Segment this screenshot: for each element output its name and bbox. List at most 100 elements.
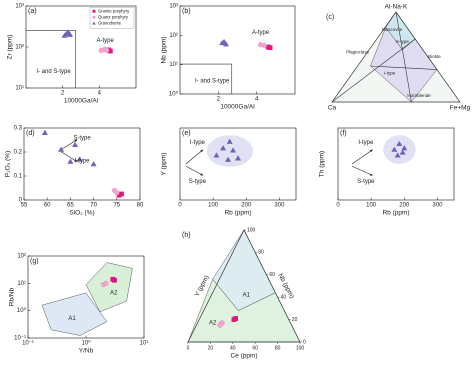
point [401, 145, 408, 151]
arrow [185, 149, 204, 165]
x-axis-label: Y/Nb [79, 348, 94, 355]
triangle-frame [187, 229, 301, 343]
y-tick-label: 10⁰ [169, 91, 179, 98]
panel-label: (e) [182, 130, 191, 137]
y-tick-label: 0.3 [14, 126, 23, 132]
tick-label: 40 [230, 345, 236, 351]
point [391, 146, 398, 152]
annotation: Hornblende [407, 93, 431, 98]
panel-label: (b) [182, 8, 191, 15]
y-tick-label: 10⁻¹ [14, 336, 26, 342]
panel: Al-Na-K Ca Fe+Mg (c) Muscovite Biotite Hornble… [326, 4, 471, 112]
x-tick-label: 55 [21, 203, 28, 209]
arrow-head [74, 139, 78, 142]
y-axis-label: Rb/Nb [9, 287, 16, 306]
boundary-line [370, 65, 437, 70]
point [217, 322, 223, 328]
tick-label: 0 [303, 339, 306, 345]
arrow-head [369, 149, 373, 153]
annotation: Muscovite [382, 27, 403, 32]
point [90, 161, 97, 167]
arrow [351, 165, 373, 176]
legend-label: Granite porphyry [98, 8, 130, 13]
panel-label: (a) [28, 8, 37, 15]
triangle-frame [331, 11, 461, 103]
y-tick-label: 10¹ [169, 62, 178, 68]
y-axis-label: Y (ppm) [161, 153, 168, 176]
x-tick-label: 70 [90, 203, 97, 209]
annotation: I-type [358, 140, 374, 146]
x-tick-label: 10⁻¹ [22, 341, 34, 347]
point [104, 47, 110, 53]
annotation: A1 [68, 316, 76, 322]
panel: 2 4 10¹ 10² 10³ 10000Ga/Al Zr (ppm) Granite por… [7, 4, 137, 105]
x-axis-label: Rb (ppm) [224, 210, 251, 217]
panel-label: (f) [340, 130, 347, 137]
point [107, 48, 113, 54]
x-tick-label: 300 [432, 203, 443, 209]
point [67, 31, 73, 37]
plot-frame [179, 127, 297, 201]
annotation: A-type [97, 38, 115, 44]
tick-label: 60 [269, 272, 275, 278]
vertex-label: Al-Na-K [385, 4, 408, 11]
tick-label: 20 [292, 317, 298, 323]
point [399, 149, 406, 155]
x-axis-label: 10000Ga/Al [64, 98, 99, 105]
annotation: A2 [110, 290, 118, 296]
arrow [60, 151, 78, 163]
point [112, 277, 117, 283]
y-axis-label: Nb (ppm) [161, 36, 168, 63]
x-tick-label: 10⁰ [81, 340, 91, 347]
x-tick-label: 2 [61, 91, 65, 97]
y-tick-label: 0.2 [14, 150, 23, 156]
point [58, 146, 65, 152]
panel-label: (d) [26, 130, 35, 137]
y-tick-label: 10¹ [15, 86, 24, 92]
point [92, 21, 96, 25]
x-tick-label: 10¹ [140, 341, 149, 347]
x-tick-label: 0 [178, 203, 182, 209]
vertex-label: Fe+Mg [450, 105, 471, 112]
arrow-head [200, 149, 204, 153]
boundary-line [331, 38, 416, 103]
point [76, 156, 83, 162]
x-tick-label: 0 [336, 203, 340, 209]
point [226, 138, 233, 144]
boundary-line [180, 63, 233, 94]
point [92, 9, 96, 13]
annotation: S-type [189, 179, 207, 185]
panel-label: (c) [326, 14, 334, 21]
point [225, 156, 232, 162]
point [396, 140, 403, 147]
y-tick-label: 10² [17, 254, 26, 260]
x-tick-label: 2 [217, 97, 221, 103]
y-axis-label: Zr (ppm) [7, 35, 14, 60]
boundary-line [26, 30, 76, 88]
annotation: A2 [209, 321, 217, 327]
legend-label: Granodiorite [98, 20, 122, 25]
annotation: A-type [252, 30, 270, 36]
x-tick-label: 60 [44, 203, 51, 209]
y-tick-label: 10² [169, 33, 178, 39]
point [92, 15, 96, 19]
y-tick-label: 10² [15, 45, 24, 51]
panel: 0 100 200 300 Rb (ppm) Th (ppm) (f) I-type S-typ… [319, 127, 455, 217]
x-axis-label: SiO₂ (%) [69, 210, 94, 217]
annotation: A1 [243, 293, 251, 299]
point [233, 316, 238, 321]
point [235, 155, 241, 161]
panel-label: (h) [182, 232, 191, 239]
x-tick-label: 75 [113, 203, 120, 209]
point [114, 190, 120, 196]
vertex-label: Ca [328, 105, 337, 112]
panel: 2 4 10⁰ 10¹ 10² 10³ 10000Ga/Al Nb (ppm) (b) A-typ… [161, 4, 296, 111]
tick-label: 20 [208, 345, 214, 351]
point [72, 141, 79, 147]
tick-label: 100 [296, 345, 305, 351]
y-tick-label: 10³ [15, 4, 24, 10]
annotation: I- and S-type [36, 69, 71, 75]
arrow-head [200, 173, 204, 176]
x-tick-label: 300 [274, 203, 285, 209]
